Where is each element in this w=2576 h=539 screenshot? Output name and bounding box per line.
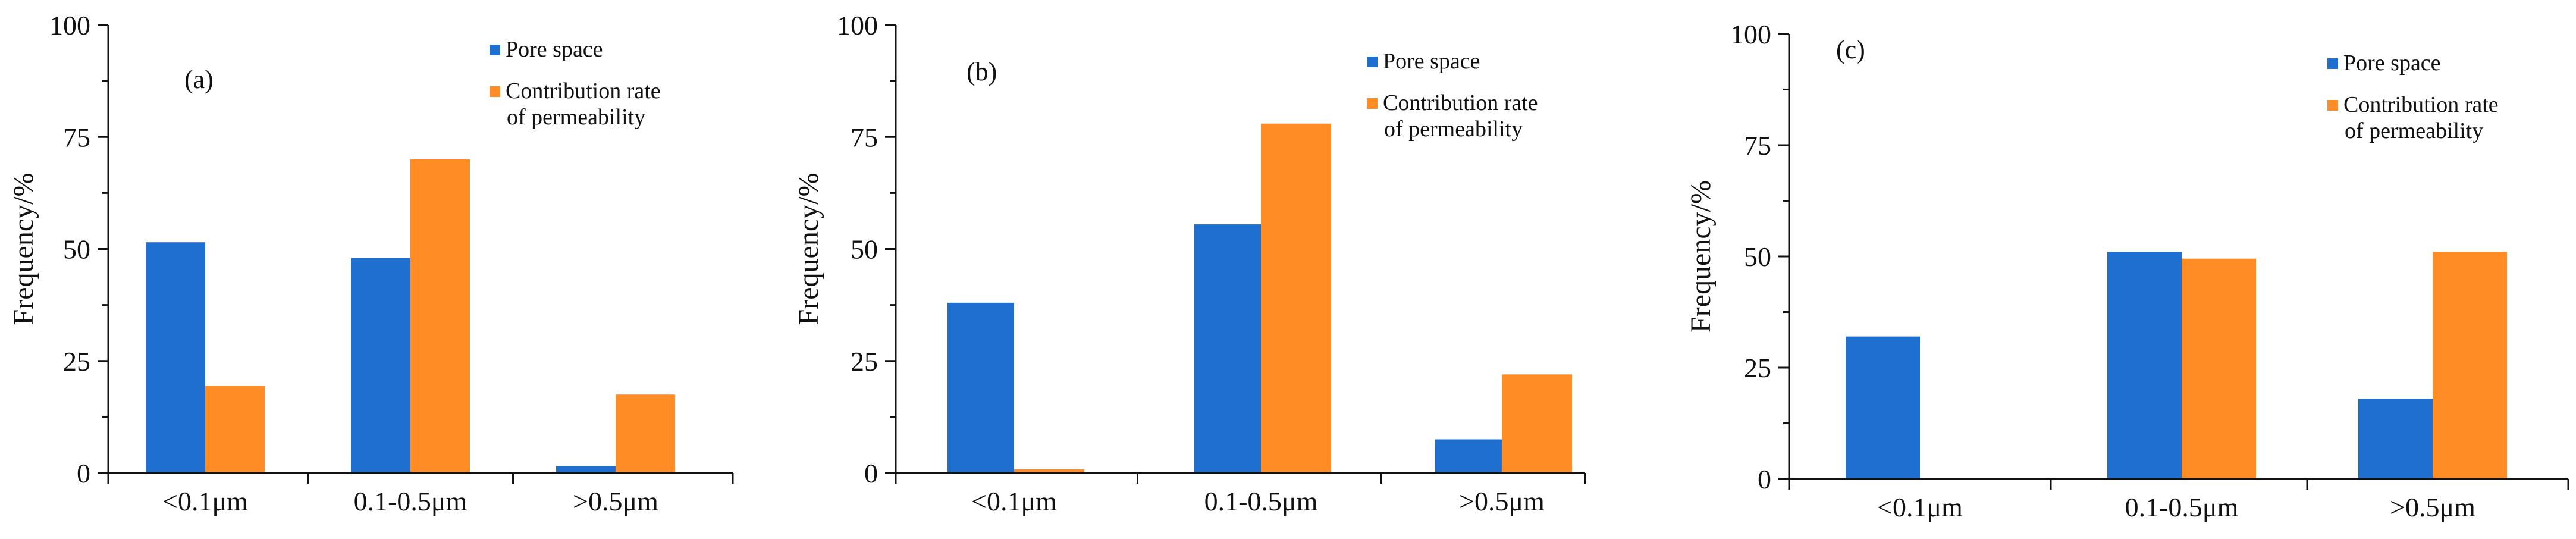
bar-contribution-3	[616, 394, 675, 473]
panel-label: (a)	[184, 65, 214, 94]
y-tick-label: 0	[1758, 464, 1771, 494]
bar-contribution-2	[2182, 258, 2256, 479]
legend-label: Pore space	[2343, 51, 2441, 76]
legend-label: Contribution rate	[506, 79, 661, 104]
panel-label: (b)	[967, 57, 997, 86]
bar-contribution-2	[410, 159, 470, 473]
y-tick-label: 100	[49, 10, 90, 40]
bar-pore-space-1	[1846, 336, 1920, 479]
legend-label: Pore space	[1383, 49, 1480, 74]
bar-contribution-1	[1014, 469, 1084, 473]
y-tick-label: 0	[864, 458, 878, 488]
bar-pore-space-3	[2358, 399, 2433, 479]
y-tick-label: 0	[77, 458, 90, 488]
bar-pore-space-2	[2107, 252, 2182, 479]
legend-swatch-contribution	[490, 86, 500, 97]
chart-panel-1: 0 25 50 75 100 <0.1μm 0.1-0.5μm >0.5μm Frequency…	[8, 10, 734, 516]
legend-swatch-pore-space	[490, 45, 500, 55]
bar-contribution-2	[1261, 123, 1331, 473]
legend-label: Pore space	[506, 37, 603, 62]
chart-panel-3: 0 25 50 75 100 <0.1μm 0.1-0.5μm >0.5μm Frequency…	[1685, 19, 2569, 522]
y-tick-label: 50	[1744, 242, 1771, 272]
legend-swatch-contribution	[1367, 98, 1378, 109]
bar-pore-space-1	[947, 302, 1014, 473]
x-tick-label: <0.1μm	[162, 486, 248, 516]
legend-label: Contribution rate	[2343, 92, 2499, 117]
bar-contribution-3	[2433, 252, 2507, 479]
x-tick-label: 0.1-0.5μm	[354, 486, 467, 516]
y-tick-label: 75	[63, 122, 90, 152]
y-tick-label: 75	[851, 122, 878, 152]
legend-label: Contribution rate	[1383, 90, 1538, 115]
y-axis-label: Frequency/%	[1685, 180, 1717, 333]
x-tick-label: 0.1-0.5μm	[2125, 492, 2239, 522]
y-axis-label: Frequency/%	[8, 173, 39, 325]
x-tick-label: >0.5μm	[1459, 486, 1545, 516]
y-tick-label: 25	[851, 346, 878, 377]
bar-pore-space-1	[146, 242, 205, 473]
x-tick-label: >0.5μm	[573, 486, 658, 516]
bar-pore-space-3	[556, 466, 616, 473]
legend-label: of permeability	[2345, 118, 2483, 143]
y-tick-label: 100	[1730, 19, 1771, 49]
bar-contribution-3	[1502, 374, 1572, 473]
x-tick-label: <0.1μm	[971, 486, 1057, 516]
legend-label: of permeability	[507, 105, 645, 130]
x-tick-label: >0.5μm	[2390, 492, 2475, 522]
legend-swatch-pore-space	[1367, 57, 1378, 67]
y-tick-label: 25	[1744, 353, 1771, 383]
bar-pore-space-3	[1435, 439, 1502, 473]
x-tick-label: <0.1μm	[1877, 492, 1963, 522]
y-tick-label: 50	[851, 234, 878, 265]
legend-swatch-pore-space	[2327, 58, 2338, 69]
chart-panel-2: 0 25 50 75 100 <0.1μm 0.1-0.5μm >0.5μm Frequency…	[793, 10, 1586, 516]
legend-label: of permeability	[1384, 117, 1523, 142]
y-tick-label: 50	[63, 234, 90, 265]
y-tick-label: 25	[63, 346, 90, 377]
panel-label: (c)	[1836, 35, 1865, 64]
y-tick-label: 100	[837, 10, 878, 40]
bar-contribution-1	[205, 386, 265, 473]
y-tick-label: 75	[1744, 130, 1771, 161]
x-tick-label: 0.1-0.5μm	[1204, 486, 1318, 516]
bar-pore-space-2	[1194, 224, 1261, 473]
bar-pore-space-2	[351, 258, 410, 473]
y-axis-label: Frequency/%	[793, 173, 824, 325]
legend-swatch-contribution	[2327, 100, 2338, 111]
